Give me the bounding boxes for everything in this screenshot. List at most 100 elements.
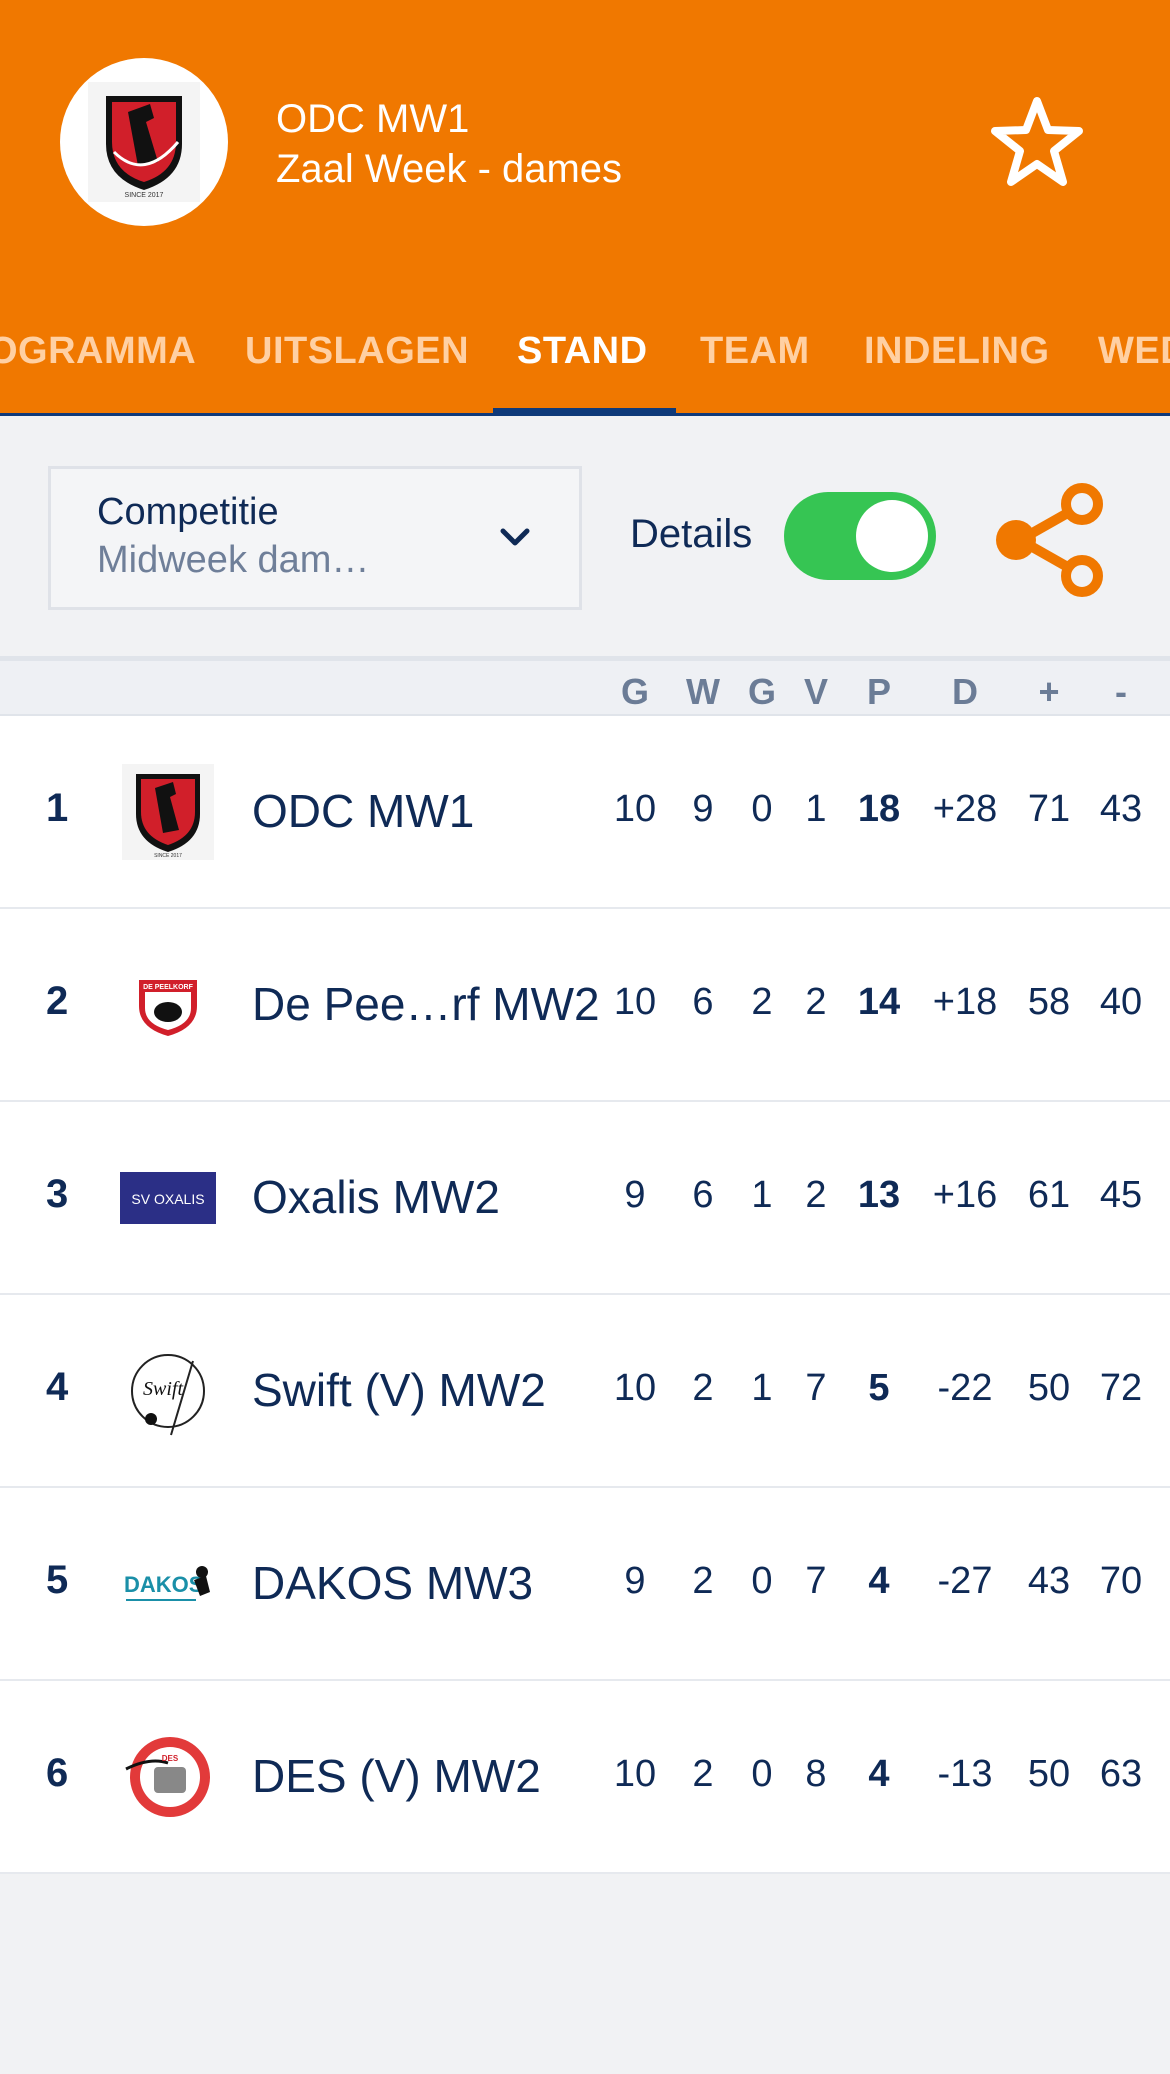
col-diff: D — [952, 671, 978, 712]
team-title: ODC MW1 — [276, 97, 470, 141]
lost: 7 — [805, 1367, 827, 1409]
table-row[interactable]: 1 SINCE 2017 ODC MW1 10 9 0 1 18 +28 71 … — [0, 716, 1170, 909]
rank: 2 — [46, 979, 69, 1023]
table-row[interactable]: 3 SV OXALIS Oxalis MW2 9 6 1 2 13 +16 61… — [0, 1102, 1170, 1295]
goal-diff: +18 — [932, 981, 998, 1023]
tab-wedstrijden[interactable]: WED — [1098, 330, 1170, 372]
svg-text:SV OXALIS: SV OXALIS — [131, 1191, 204, 1207]
lost: 1 — [805, 788, 827, 830]
team-avatar: SINCE 2017 — [60, 58, 228, 226]
draw: 1 — [751, 1174, 773, 1216]
svg-text:SINCE 2017: SINCE 2017 — [125, 192, 164, 199]
col-lost: V — [803, 671, 828, 712]
tab-team[interactable]: TEAM — [700, 330, 810, 372]
details-toggle[interactable] — [784, 492, 936, 580]
points: 13 — [857, 1174, 901, 1216]
peelkorf-logo-icon: DE PEELKORF — [139, 980, 197, 1036]
team-name: DES (V) MW2 — [252, 1750, 541, 1802]
star-icon — [991, 97, 1083, 186]
rank: 3 — [46, 1172, 69, 1216]
col-goals-for: + — [1038, 671, 1060, 712]
share-icon — [996, 483, 1103, 597]
rank: 4 — [46, 1365, 69, 1409]
competition-select[interactable]: Competitie Midweek dam… — [48, 466, 582, 610]
goal-diff: -13 — [937, 1753, 993, 1795]
goal-diff: -22 — [937, 1367, 993, 1409]
points: 5 — [868, 1367, 890, 1409]
team-subtitle: Zaal Week - dames — [276, 147, 623, 191]
team-logo: SV OXALIS — [120, 1150, 216, 1246]
team-name: Swift (V) MW2 — [252, 1364, 546, 1416]
draw: 2 — [751, 981, 773, 1023]
lost: 7 — [805, 1560, 827, 1602]
team-name: ODC MW1 — [252, 785, 475, 837]
played: 9 — [624, 1174, 646, 1216]
points: 4 — [868, 1560, 890, 1602]
points: 14 — [857, 981, 901, 1023]
played: 10 — [613, 1753, 657, 1795]
favorite-button[interactable] — [982, 88, 1092, 198]
won: 2 — [692, 1367, 714, 1409]
won: 2 — [692, 1560, 714, 1602]
table-row[interactable]: 2 DE PEELKORF De Pee…rf MW2 10 6 2 2 14 … — [0, 909, 1170, 1102]
won: 6 — [692, 981, 714, 1023]
competition-label: Competitie — [97, 491, 279, 533]
team-logo: DAKOS — [120, 1536, 216, 1632]
team-logo: DES — [120, 1729, 216, 1825]
rank: 1 — [46, 786, 69, 830]
goals-against: 43 — [1099, 788, 1143, 830]
app-header: SINCE 2017 ODC MW1 Zaal Week - dames OGR… — [0, 0, 1170, 416]
tab-bar: OGRAMMA UITSLAGEN STAND TEAM INDELING WE… — [0, 320, 1170, 415]
goals-against: 70 — [1099, 1560, 1143, 1602]
odc-logo-icon: SINCE 2017 — [122, 764, 214, 860]
won: 2 — [692, 1753, 714, 1795]
table-row[interactable]: 5 DAKOS DAKOS MW3 9 2 0 7 4 -27 43 70 — [0, 1488, 1170, 1681]
team-name: DAKOS MW3 — [252, 1557, 534, 1609]
draw: 1 — [751, 1367, 773, 1409]
played: 10 — [613, 981, 657, 1023]
col-goals-against: - — [1115, 671, 1127, 712]
tab-programma[interactable]: OGRAMMA — [0, 330, 197, 372]
swift-logo-icon: Swift — [131, 1354, 205, 1436]
played: 9 — [624, 1560, 646, 1602]
goal-diff: +28 — [932, 788, 998, 830]
points: 18 — [857, 788, 901, 830]
goals-for: 71 — [1027, 788, 1071, 830]
table-row[interactable]: 4 Swift Swift (V) MW2 10 2 1 7 5 -22 50 … — [0, 1295, 1170, 1488]
rank: 5 — [46, 1558, 69, 1602]
lost: 2 — [805, 981, 827, 1023]
svg-text:DAKOS: DAKOS — [124, 1572, 203, 1597]
goals-against: 72 — [1099, 1367, 1143, 1409]
details-label: Details — [630, 512, 753, 556]
draw: 0 — [751, 1753, 773, 1795]
tab-stand[interactable]: STAND — [517, 330, 648, 372]
draw: 0 — [751, 788, 773, 830]
tab-indeling[interactable]: INDELING — [864, 330, 1050, 372]
active-tab-indicator — [493, 408, 676, 415]
goals-for: 58 — [1027, 981, 1071, 1023]
lost: 2 — [805, 1174, 827, 1216]
chevron-down-icon — [500, 528, 530, 546]
controls-bar: Competitie Midweek dam… Details — [0, 416, 1170, 656]
team-logo: DE PEELKORF — [120, 957, 216, 1053]
share-button[interactable] — [992, 480, 1112, 600]
points: 4 — [868, 1753, 890, 1795]
won: 9 — [692, 788, 714, 830]
des-logo-icon: DES — [125, 1737, 210, 1817]
svg-text:Swift: Swift — [143, 1378, 183, 1400]
goals-against: 40 — [1099, 981, 1143, 1023]
goals-for: 61 — [1027, 1174, 1071, 1216]
table-row[interactable]: 6 DES DES (V) MW2 10 2 0 8 4 -13 50 63 — [0, 1681, 1170, 1874]
lost: 8 — [805, 1753, 827, 1795]
goals-against: 45 — [1099, 1174, 1143, 1216]
col-points: P — [866, 671, 891, 712]
goal-diff: +16 — [932, 1174, 998, 1216]
team-name: De Pee…rf MW2 — [252, 978, 600, 1030]
svg-text:SINCE 2017: SINCE 2017 — [154, 853, 182, 859]
goals-against: 63 — [1099, 1753, 1143, 1795]
goals-for: 50 — [1027, 1367, 1071, 1409]
col-played: G — [620, 671, 649, 712]
played: 10 — [613, 788, 657, 830]
tab-uitslagen[interactable]: UITSLAGEN — [245, 330, 470, 372]
competition-value: Midweek dam… — [97, 539, 370, 581]
